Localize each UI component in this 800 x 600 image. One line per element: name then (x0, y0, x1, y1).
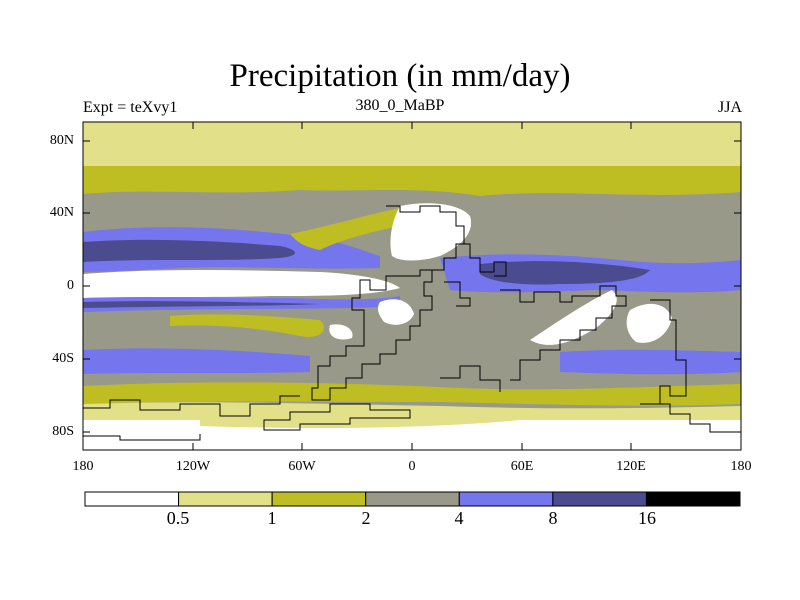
legend-swatch-1 (178, 491, 273, 507)
legend-level-16: 16 (638, 508, 656, 528)
legend-swatch-3 (365, 491, 460, 507)
lat-tick-0: 0 (67, 278, 74, 293)
legend-level-2: 2 (361, 508, 371, 528)
color-legend-bar (84, 491, 741, 507)
legend-swatch-6 (645, 491, 741, 507)
legend-level-1: 1 (267, 508, 277, 528)
lon-tick-120w: 120W (175, 459, 211, 474)
legend-level-8: 8 (548, 508, 558, 528)
lon-tick-120e: 120E (616, 459, 646, 474)
lat-tick-40s: 40S (52, 351, 74, 366)
legend-level-0-5: 0.5 (166, 508, 190, 528)
lon-tick-180w: 180 (72, 459, 94, 474)
lat-tick-80s: 80S (52, 424, 74, 439)
lon-tick-180e: 180 (730, 459, 752, 474)
legend-swatch-0 (84, 491, 180, 507)
lon-tick-0: 0 (408, 459, 416, 474)
lat-tick-80n: 80N (49, 133, 74, 148)
legend-level-4: 4 (454, 508, 464, 528)
legend-swatch-4 (458, 491, 554, 507)
precipitation-field (83, 122, 741, 450)
lat-tick-40n: 40N (49, 205, 74, 220)
experiment-label: Expt = teXvy1 (83, 99, 178, 116)
lon-tick-60w: 60W (288, 459, 316, 474)
plot-title: Precipitation (in mm/day) (229, 58, 571, 94)
period-label: 380_0_MaBP (355, 97, 445, 114)
legend-swatch-2 (271, 491, 367, 507)
legend-swatch-5 (552, 491, 647, 507)
season-label: JJA (717, 99, 742, 116)
lon-tick-60e: 60E (510, 459, 534, 474)
